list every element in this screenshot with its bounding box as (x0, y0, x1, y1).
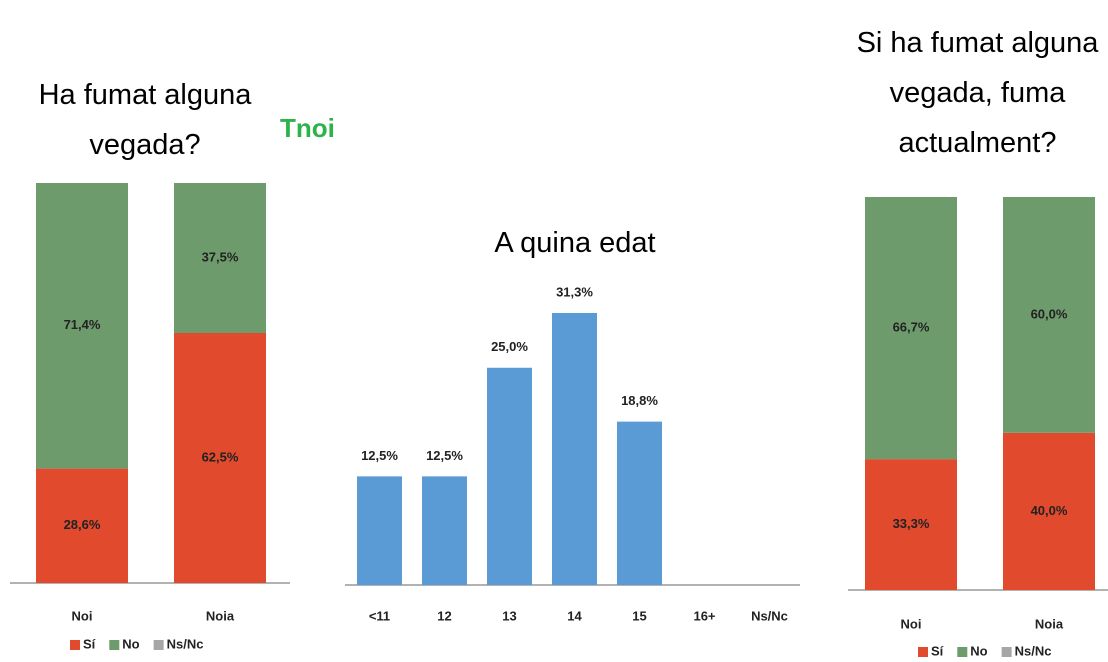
chart-title: A quina edat (494, 227, 656, 259)
value-label: 71,4% (64, 317, 101, 332)
value-label: 28,6% (64, 517, 101, 532)
bar (422, 476, 467, 585)
value-label: 62,5% (202, 449, 239, 464)
legend-label: Ns/Nc (167, 636, 204, 651)
bar (487, 367, 532, 585)
value-label: 60,0% (1031, 306, 1068, 321)
x-tick-label: Noia (206, 608, 235, 623)
value-label: 37,5% (202, 249, 239, 264)
legend-label: No (970, 643, 987, 658)
legend-swatch (918, 647, 928, 657)
x-tick-label: 15 (632, 608, 646, 623)
legend-swatch (70, 640, 80, 650)
value-label: 33,3% (893, 516, 930, 531)
chart-title: Si ha fumat alguna vegada, fuma actualme… (856, 27, 1099, 159)
legend-label: Ns/Nc (1015, 643, 1052, 658)
chart-title: Ha fumat alguna vegada? (38, 79, 252, 161)
bar-segment (36, 468, 128, 583)
legend-label: No (122, 636, 139, 651)
value-label: 31,3% (556, 284, 593, 299)
value-label: 66,7% (893, 320, 930, 335)
legend-swatch (109, 640, 120, 650)
value-label: 18,8% (621, 393, 658, 408)
x-tick-label: <11 (369, 608, 390, 623)
value-label: 40,0% (1031, 503, 1068, 518)
x-tick-label: 14 (567, 608, 582, 623)
x-tick-label: Noi (901, 616, 922, 631)
bar-segment (865, 459, 957, 590)
legend-swatch (1001, 647, 1012, 657)
bar-segment (174, 333, 266, 583)
x-tick-label: 12 (437, 608, 451, 623)
bar-segment (1003, 432, 1095, 590)
bar (617, 421, 662, 585)
bar-segment (865, 197, 957, 460)
legend-swatch (957, 647, 968, 657)
x-tick-label: Noi (72, 608, 93, 623)
legend-swatch (153, 640, 164, 650)
bar (552, 313, 597, 585)
annotation: Tnoi (280, 113, 335, 143)
legend-label: Sí (931, 643, 944, 658)
value-label: 12,5% (361, 448, 398, 463)
bar (357, 476, 402, 585)
x-tick-label: Ns/Nc (751, 608, 788, 623)
legend-label: Sí (83, 636, 96, 651)
value-label: 25,0% (491, 339, 528, 354)
bar-segment (174, 183, 266, 333)
bar-segment (1003, 197, 1095, 433)
x-tick-label: 13 (502, 608, 516, 623)
x-tick-label: 16+ (693, 608, 715, 623)
x-tick-label: Noia (1035, 616, 1064, 631)
bar-segment (36, 183, 128, 469)
value-label: 12,5% (426, 448, 463, 463)
